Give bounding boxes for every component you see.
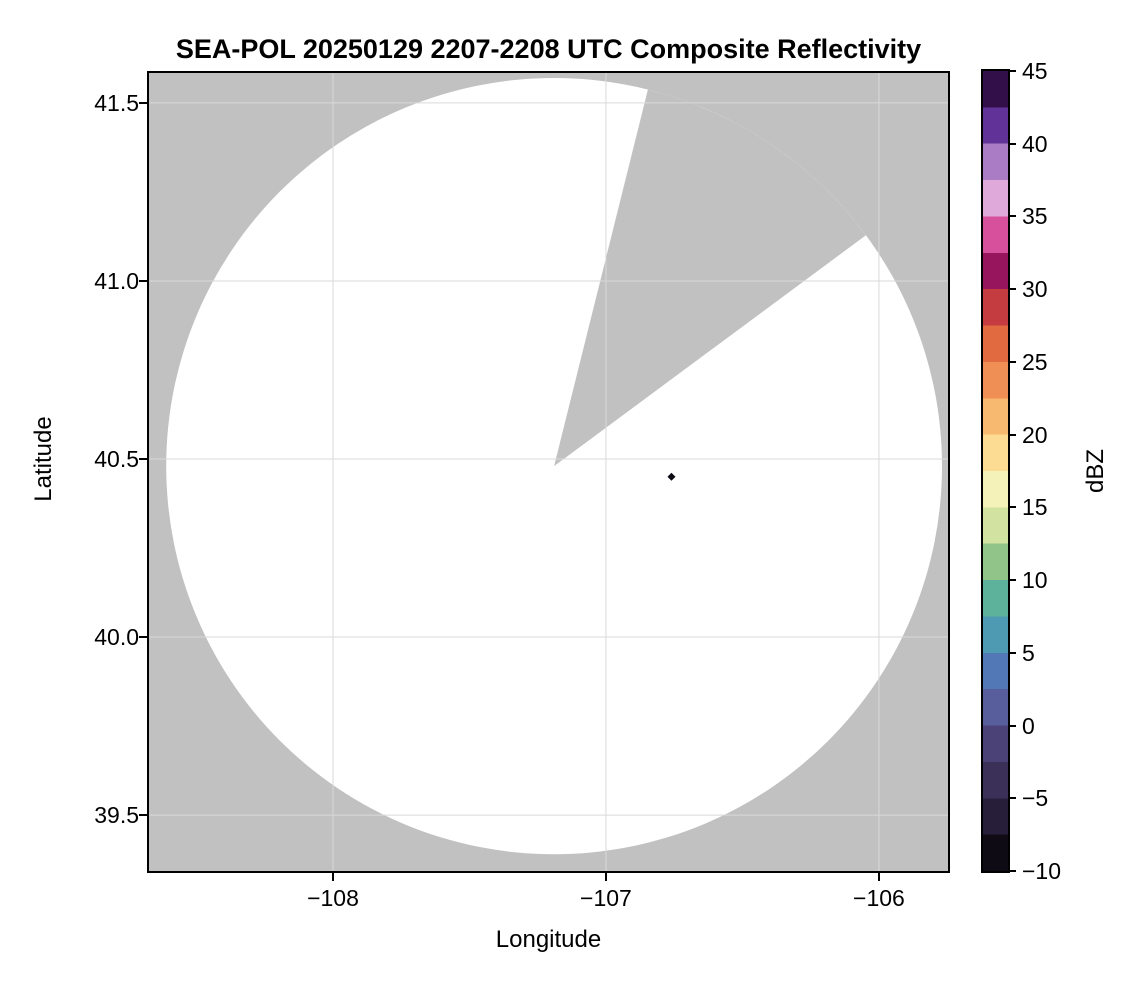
x-tick-label: −107 [580, 885, 632, 911]
plot-area [147, 71, 950, 873]
y-tick-label: 39.5 [94, 802, 139, 829]
colorbar-tick-mark [1008, 506, 1016, 509]
x-tick-label: −108 [307, 885, 359, 911]
y-tick-label: 41.0 [94, 267, 139, 294]
x-tick-label: −106 [853, 885, 905, 911]
colorbar-tick-mark [1008, 579, 1016, 582]
colorbar [981, 69, 1010, 873]
y-tick-mark [139, 814, 147, 817]
x-tick-mark [877, 873, 880, 881]
y-tick-mark [139, 101, 147, 104]
x-axis-label: Longitude [495, 926, 602, 953]
colorbar-tick-label: 5 [1022, 639, 1035, 666]
colorbar-tick-label: 15 [1022, 494, 1048, 521]
x-tick-mark [331, 873, 334, 881]
y-tick-label: 40.5 [94, 446, 139, 472]
y-tick-mark [139, 636, 147, 639]
colorbar-tick-label: 10 [1022, 567, 1048, 594]
colorbar-tick-mark [1008, 433, 1016, 436]
colorbar-tick-label: 20 [1022, 421, 1048, 448]
colorbar-tick-label: 45 [1022, 58, 1048, 84]
radar-plot-canvas [149, 73, 948, 871]
colorbar-tick-label: 0 [1022, 712, 1035, 739]
colorbar-tick-mark [1008, 142, 1016, 145]
colorbar-tick-label: −10 [1022, 858, 1062, 884]
colorbar-tick-mark [1008, 870, 1016, 872]
colorbar-tick-mark [1008, 651, 1016, 654]
colorbar-tick-label: 40 [1022, 130, 1048, 157]
colorbar-tick-mark [1008, 360, 1016, 363]
chart-title: SEA-POL 20250129 2207-2208 UTC Composite… [175, 34, 922, 64]
missing-data-sector [554, 89, 866, 467]
colorbar-tick-label: −5 [1022, 785, 1049, 812]
colorbar-tick-mark [1008, 215, 1016, 218]
y-tick-mark [139, 458, 147, 460]
x-tick-mark [604, 873, 607, 881]
colorbar-tick-mark [1008, 724, 1016, 727]
colorbar-tick-label: 35 [1022, 203, 1048, 230]
colorbar-tick-label: 30 [1022, 276, 1048, 303]
colorbar-tick-mark [1008, 70, 1016, 72]
colorbar-label: dBZ [1082, 448, 1109, 494]
colorbar-tick-label: 25 [1022, 348, 1048, 375]
echo-marker [667, 472, 676, 481]
y-tick-mark [139, 279, 147, 282]
colorbar-tick-mark [1008, 797, 1016, 800]
y-tick-label: 40.0 [94, 624, 139, 651]
y-tick-label: 41.5 [94, 89, 139, 116]
colorbar-tick-mark [1008, 288, 1016, 291]
